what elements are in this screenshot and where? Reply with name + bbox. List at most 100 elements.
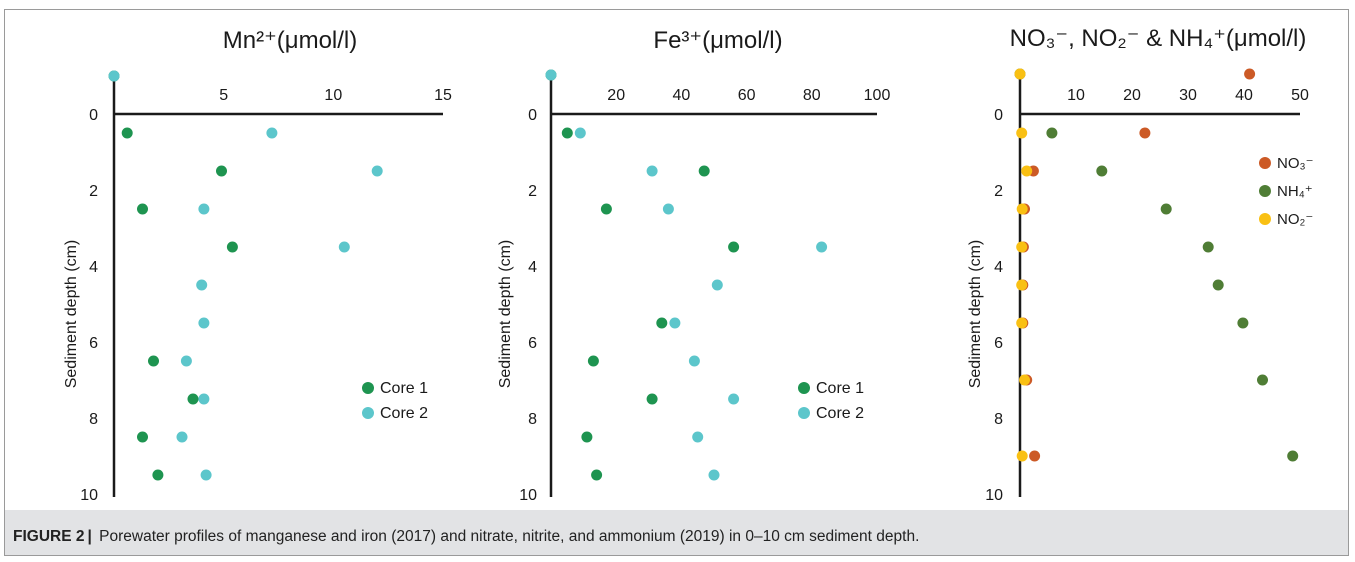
chart2-series1-point: [698, 165, 710, 177]
chart1-x-tick-label: 10: [324, 87, 342, 104]
chart3-legend-marker: [1259, 213, 1271, 225]
chart2-series2-point: [669, 317, 681, 329]
chart1-legend-label: Core 2: [380, 405, 428, 422]
chart3-series2-point: [1096, 165, 1108, 177]
chart2-series1-point: [656, 317, 668, 329]
chart3-legend-label: NH₄⁺: [1277, 183, 1313, 200]
chart2-series1-point: [646, 393, 658, 405]
chart3-legend-label: NO₃⁻: [1277, 155, 1314, 172]
chart1-y-axis-label: Sediment depth (cm): [63, 240, 80, 389]
caption-text: Porewater profiles of manganese and iron…: [99, 528, 920, 545]
chart3-series1-point: [1029, 450, 1041, 462]
chart2-series2-surface-point: [545, 69, 557, 81]
chart3-y-tick-label: 4: [994, 259, 1003, 276]
chart2-y-tick-label: 8: [528, 411, 537, 428]
caption-bar: [5, 510, 1348, 555]
chart2-x-tick-label: 60: [738, 87, 756, 104]
chart1-series1-point: [226, 241, 238, 253]
chart3-series3-point: [1021, 165, 1033, 177]
chart1-series2-point: [338, 241, 350, 253]
chart3-series3-point: [1016, 203, 1028, 215]
chart1-series2-point: [266, 127, 278, 139]
chart1-y-tick-label: 4: [89, 259, 98, 276]
chart3-series3-point: [1016, 450, 1028, 462]
chart3-series3-point: [1016, 241, 1028, 253]
chart3-x-tick-label: 30: [1179, 87, 1197, 104]
chart3-y-tick-label: 6: [994, 335, 1003, 352]
chart2-legend-marker: [798, 407, 810, 419]
chart3-y-tick-label: 10: [985, 487, 1003, 504]
chart3-series2-point: [1257, 374, 1268, 386]
chart2-x-tick-label: 20: [607, 87, 625, 104]
chart2-y-tick-label: 4: [528, 259, 537, 276]
chart1-legend-marker: [362, 407, 374, 419]
chart1-series1-point: [187, 393, 199, 405]
chart3-series2-point: [1160, 203, 1172, 215]
chart2-x-tick-label: 40: [673, 87, 691, 104]
chart3-series2-point: [1212, 279, 1224, 291]
chart3-legend-marker: [1259, 185, 1271, 197]
chart2-y-tick-label: 6: [528, 335, 537, 352]
chart3-series3-point: [1019, 374, 1030, 386]
caption-separator: |: [87, 528, 92, 545]
chart3-y-axis-label: Sediment depth (cm): [967, 240, 984, 389]
chart1-y-tick-label: 2: [89, 183, 98, 200]
chart1-title: Mn²⁺(μmol/l): [223, 27, 357, 54]
chart1-series1-point: [152, 469, 164, 481]
chart3-series3-surface-point: [1014, 68, 1026, 80]
chart1-legend-label: Core 1: [380, 380, 428, 397]
chart3-x-tick-label: 20: [1123, 87, 1141, 104]
chart1-series2-point: [200, 469, 212, 481]
chart2-series1-point: [587, 355, 599, 367]
chart2-series2-point: [688, 355, 700, 367]
chart3-y-tick-label: 0: [994, 107, 1003, 124]
chart1-series2-point: [371, 165, 383, 177]
chart2-series2-point: [708, 469, 720, 481]
chart3-x-tick-label: 50: [1291, 87, 1309, 104]
chart2-series2-point: [574, 127, 586, 139]
chart1-series1-point: [137, 431, 148, 443]
chart3-series1-surface-point: [1244, 68, 1256, 80]
chart3-series2-point: [1287, 450, 1299, 462]
figure-frame: [4, 9, 1349, 556]
chart1-y-tick-label: 10: [80, 487, 98, 504]
chart2-series1-point: [561, 127, 573, 139]
chart2-series1-point: [600, 203, 612, 215]
chart3-series3-point: [1016, 317, 1028, 329]
chart1-x-tick-label: 15: [434, 87, 452, 104]
chart2-y-tick-label: 10: [519, 487, 537, 504]
chart3-series3-point: [1016, 279, 1028, 291]
chart2-series2-point: [816, 241, 828, 253]
chart3-legend-label: NO₂⁻: [1277, 211, 1313, 228]
chart1-x-tick-label: 5: [219, 87, 228, 104]
chart1-legend-marker: [362, 382, 374, 394]
chart3-series2-point: [1237, 317, 1249, 329]
chart2-title: Fe³⁺(μmol/l): [653, 27, 782, 54]
chart1-series2-surface-point: [108, 70, 120, 82]
chart3-x-tick-label: 10: [1067, 87, 1085, 104]
chart2-y-tick-label: 0: [528, 107, 537, 124]
chart3-series2-point: [1202, 241, 1214, 253]
chart2-series2-point: [728, 393, 740, 405]
chart2-series1-point: [581, 431, 593, 443]
chart1-series1-point: [148, 355, 159, 367]
chart1-series2-point: [180, 355, 192, 367]
chart2-series2-point: [646, 165, 658, 177]
chart1-series2-point: [176, 431, 188, 443]
chart2-legend-label: Core 1: [816, 380, 864, 397]
figure-caption: FIGURE 2 | Porewater profiles of manganes…: [13, 528, 919, 546]
chart3-y-tick-label: 2: [994, 183, 1003, 200]
chart3-series3-point: [1016, 127, 1028, 139]
chart2-series1-point: [728, 241, 740, 253]
chart2-series1-point: [591, 469, 603, 481]
chart3-series2-point: [1046, 127, 1058, 139]
caption-label: FIGURE 2: [13, 528, 85, 545]
chart3-y-tick-label: 8: [994, 411, 1003, 428]
chart2-legend-marker: [798, 382, 810, 394]
chart3-x-tick-label: 40: [1235, 87, 1253, 104]
chart2-y-axis-label: Sediment depth (cm): [497, 240, 514, 389]
chart2-series2-point: [711, 279, 723, 291]
chart2-series2-point: [692, 431, 704, 443]
chart2-y-tick-label: 2: [528, 183, 537, 200]
